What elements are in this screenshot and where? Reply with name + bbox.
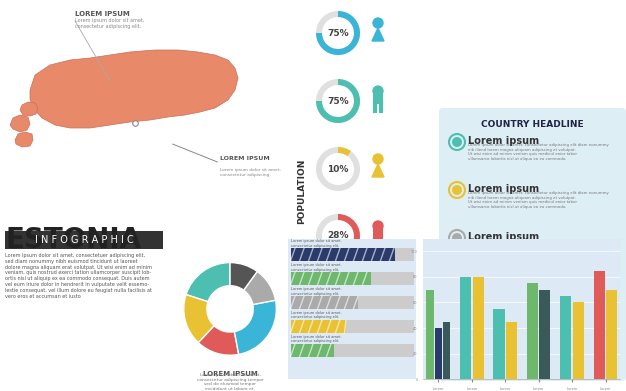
Text: 28%: 28% [327,231,349,240]
Text: Lorem ipsum dolor sit amet,
consectetur adipiscing tempor
sed do elusmod tempor
: Lorem ipsum dolor sit amet, consectetur … [197,373,264,391]
Text: LOREM IPSUM: LOREM IPSUM [220,156,270,161]
FancyBboxPatch shape [290,320,414,333]
Text: Lorem ipsum dolor sit amet,
consectetur adipiscing elit.: Lorem ipsum dolor sit amet, consectetur … [290,335,341,343]
FancyBboxPatch shape [439,108,626,381]
Wedge shape [316,214,360,258]
Text: Lorem ipsum: Lorem ipsum [468,232,539,242]
Wedge shape [316,79,360,123]
Bar [527,283,538,379]
Wedge shape [316,147,360,191]
Circle shape [452,329,462,339]
Wedge shape [316,11,360,55]
FancyBboxPatch shape [290,248,414,261]
Text: Lorem ipsum dolor sit amet,
consectetur adipiscing elit.: Lorem ipsum dolor sit amet, consectetur … [290,263,341,272]
Bar [560,296,572,379]
Circle shape [452,137,462,147]
Polygon shape [372,28,384,41]
Bar [460,277,471,379]
Text: I N F O G R A P H I C: I N F O G R A P H I C [34,235,133,245]
Text: Lorem ipsum dolor sit amet, consectetur adipiscing elit diam nonummy
nib iliend : Lorem ipsum dolor sit amet, consectetur … [468,191,608,209]
Text: COUNTRY HEADLINE: COUNTRY HEADLINE [481,120,584,129]
Polygon shape [30,50,238,128]
Polygon shape [10,115,30,132]
Bar [426,290,434,379]
Text: 75%: 75% [327,97,349,106]
Text: Lorem ipsum dolor sit amet,
consectetur adipiscing elit.: Lorem ipsum dolor sit amet, consectetur … [290,311,341,319]
Text: LOREM IPSUM: LOREM IPSUM [75,11,130,17]
Circle shape [373,18,383,28]
Polygon shape [20,102,38,116]
Polygon shape [15,132,33,147]
Text: LOREM IPSUM: LOREM IPSUM [203,371,257,377]
Polygon shape [372,164,384,177]
Text: Lorem ipsum dolor sit amet,
consectetur adipiscing elit.: Lorem ipsum dolor sit amet, consectetur … [290,239,341,248]
Circle shape [452,281,462,291]
FancyBboxPatch shape [287,237,418,381]
FancyBboxPatch shape [290,248,395,261]
Wedge shape [244,271,275,305]
FancyBboxPatch shape [5,231,163,249]
Circle shape [452,185,462,195]
Circle shape [373,221,383,231]
Wedge shape [184,294,214,343]
Bar [473,277,484,379]
Bar [493,309,505,379]
Text: ESTONIA: ESTONIA [5,226,141,254]
Text: Lorem ipsum: Lorem ipsum [468,280,539,290]
Text: Lorem ipsum dolor sit amet, consectetuer adipiscing elit,
sed diam nonummy nibh : Lorem ipsum dolor sit amet, consectetuer… [5,253,152,299]
Text: Lorem ipsum dolor sit amet, consectetur adipiscing elit diam nonummy
nib iliend : Lorem ipsum dolor sit amet, consectetur … [468,143,608,161]
Circle shape [373,154,383,164]
Text: Lorem ipsum: Lorem ipsum [468,136,539,146]
Wedge shape [234,300,276,354]
Text: Lorem ipsum dolor sit amet,
consectetur adipiscing elit.: Lorem ipsum dolor sit amet, consectetur … [75,18,145,29]
FancyBboxPatch shape [290,272,414,285]
Bar [607,290,617,379]
FancyBboxPatch shape [290,296,358,309]
Wedge shape [338,214,360,240]
FancyBboxPatch shape [290,344,414,357]
Wedge shape [186,263,230,302]
Text: POPULATION: POPULATION [297,158,307,224]
FancyBboxPatch shape [290,344,334,357]
Bar [434,328,442,379]
Text: Lorem ipsum: Lorem ipsum [468,184,539,194]
Bar [506,322,517,379]
FancyBboxPatch shape [373,228,383,239]
Circle shape [373,86,383,96]
Text: Lorem ipsum dolor sit amet,
consectetur adipiscing.: Lorem ipsum dolor sit amet, consectetur … [220,168,281,177]
Wedge shape [316,11,360,55]
FancyBboxPatch shape [290,320,346,333]
FancyBboxPatch shape [373,93,383,104]
Text: 75%: 75% [327,29,349,38]
Wedge shape [316,79,360,123]
Wedge shape [198,326,239,355]
FancyBboxPatch shape [290,272,371,285]
Text: Lorem ipsum: Lorem ipsum [468,328,539,338]
Text: Lorem ipsum dolor sit amet,
consectetur adipiscing elit.: Lorem ipsum dolor sit amet, consectetur … [290,287,341,296]
Text: Lorem ipsum dolor sit amet, consectetur adipiscing elit diam nonummy
nib iliend : Lorem ipsum dolor sit amet, consectetur … [468,239,608,257]
Wedge shape [338,147,351,156]
Bar [443,322,451,379]
Bar [573,303,584,379]
Bar [593,271,605,379]
FancyBboxPatch shape [290,296,414,309]
Text: 10%: 10% [327,165,349,174]
Circle shape [452,233,462,243]
Text: Lorem ipsum dolor sit amet, consectetur adipiscing elit diam nonummy
nib iliend : Lorem ipsum dolor sit amet, consectetur … [468,335,608,353]
Wedge shape [230,263,257,290]
Text: Lorem ipsum dolor sit amet, consectetur adipiscing elit diam nonummy
nib iliend : Lorem ipsum dolor sit amet, consectetur … [468,287,608,305]
Bar [540,290,550,379]
